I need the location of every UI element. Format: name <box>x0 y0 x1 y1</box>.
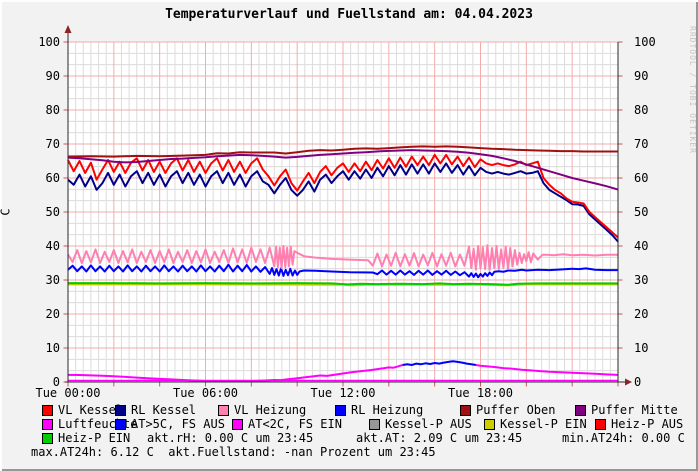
legend-swatch <box>115 404 126 416</box>
series-at-aussentemperatur-at-5c-magenta-anfang- <box>67 364 403 383</box>
chart-legend: VL Kessel RL Kessel VL Heizung RL Heizung Pu… <box>0 403 698 459</box>
legend-item: RL Heizung <box>335 403 460 417</box>
series-puffer-mitte <box>67 149 619 191</box>
x-tick-label: Tue 00:00 <box>35 386 100 400</box>
legend-item: akt.rH: 0.00 C um 23:45 <box>147 431 356 445</box>
y-tick-label-right: 50 <box>634 205 648 219</box>
x-tick-label: Tue 12:00 <box>310 386 375 400</box>
x-tick-label: Tue 06:00 <box>173 386 238 400</box>
legend-swatch <box>460 404 471 416</box>
rrdtool-watermark: RRDTOOL / TOBI OETIKER <box>688 26 697 154</box>
graph-title: Temperaturverlauf und Fuellstand am: 04.… <box>165 7 533 22</box>
legend-row-4: max.AT24h: 6.12 C akt.Fuellstand: -nan P… <box>31 445 698 459</box>
y-tick-label-left: 60 <box>46 171 60 185</box>
y-tick-label-left: 10 <box>46 341 60 355</box>
legend-label: RL Kessel <box>131 403 197 417</box>
legend-label: RL Heizung <box>351 403 424 417</box>
y-tick-label-left: 80 <box>46 103 60 117</box>
x-tick-label: Tue 18:00 <box>448 386 513 400</box>
y-tick-label-right: 70 <box>634 137 648 151</box>
legend-item: Heiz-P EIN <box>42 431 147 445</box>
y-tick-label-left: 40 <box>46 239 60 253</box>
series-vl-heizung <box>67 244 618 271</box>
legend-label: Heiz-P EIN <box>58 431 131 445</box>
legend-swatch <box>575 404 586 416</box>
legend-swatch <box>42 418 53 430</box>
y-tick-label-left: 20 <box>46 307 60 321</box>
x-axis-arrow <box>625 378 632 386</box>
y-tick-label-left: 100 <box>38 35 60 49</box>
legend-item: Heiz-P AUS <box>595 417 683 431</box>
series-puffer-oben <box>67 145 618 158</box>
y-tick-label-right: 80 <box>634 103 648 117</box>
y-tick-label-right: 20 <box>634 307 648 321</box>
y-tick-label-right: 0 <box>634 375 641 389</box>
legend-text: min.AT24h: 0.00 C <box>562 431 685 445</box>
legend-item: Puffer Oben <box>460 403 575 417</box>
legend-item: min.AT24h: 0.00 C <box>562 431 685 445</box>
legend-text: akt.rH: 0.00 C um 23:45 <box>147 431 314 445</box>
legend-label: Heiz-P AUS <box>611 417 684 431</box>
legend-label: VL Kessel <box>58 403 124 417</box>
legend-label: AT<2C, FS EIN <box>248 417 342 431</box>
legend-swatch <box>595 418 606 430</box>
legend-label: Puffer Mitte <box>591 403 678 417</box>
legend-label: Kessel-P AUS <box>385 417 472 431</box>
series-rl-kessel <box>67 162 619 243</box>
y-tick-label-right: 30 <box>634 273 648 287</box>
legend-swatch <box>369 418 380 430</box>
y-tick-label-right: 60 <box>634 171 648 185</box>
legend-label: Puffer Oben <box>476 403 556 417</box>
legend-item: akt.AT: 2.09 C um 23:45 <box>356 431 562 445</box>
legend-row-1: VL Kessel RL Kessel VL Heizung RL Heizung Pu… <box>42 403 698 417</box>
y-tick-label-left: 70 <box>46 137 60 151</box>
legend-item: Kessel-P AUS <box>369 417 484 431</box>
series-heiz-p-ein <box>68 282 618 286</box>
legend-item: Kessel-P EIN <box>484 417 595 431</box>
legend-swatch <box>232 418 243 430</box>
legend-item: AT>5C, FS AUS <box>115 417 232 431</box>
legend-label: Kessel-P EIN <box>500 417 587 431</box>
y-tick-label-left: 30 <box>46 273 60 287</box>
y-tick-label-right: 40 <box>634 239 648 253</box>
legend-row-3: Heiz-P EIN akt.rH: 0.00 C um 23:45 akt.AT:… <box>42 431 698 445</box>
legend-swatch <box>42 404 53 416</box>
y-tick-label-right: 100 <box>634 35 656 49</box>
y-tick-label-left: 0 <box>53 375 60 389</box>
legend-label: VL Heizung <box>234 403 307 417</box>
legend-swatch <box>115 418 126 430</box>
legend-swatch <box>42 432 53 444</box>
legend-swatch <box>484 418 495 430</box>
legend-item: Puffer Mitte <box>575 403 678 417</box>
legend-swatch <box>218 404 229 416</box>
y-tick-label-left: 90 <box>46 69 60 83</box>
legend-item: max.AT24h: 6.12 C akt.Fuellstand: -nan P… <box>31 445 436 459</box>
legend-item: AT<2C, FS EIN <box>232 417 369 431</box>
legend-item: VL Kessel <box>42 403 123 417</box>
series-at-aussentemperatur-at-5c-magenta-ende- <box>475 364 619 376</box>
series-rl-heizung <box>67 263 618 279</box>
legend-item: RL Kessel <box>115 403 218 417</box>
series-at-5c-fs-aus <box>402 360 477 366</box>
legend-item: Luftfeuchte <box>42 417 137 431</box>
legend-row-2: Luftfeuchte AT>5C, FS AUS AT<2C, FS EIN Kes… <box>42 417 698 431</box>
legend-label: AT>5C, FS AUS <box>131 417 225 431</box>
legend-item: VL Heizung <box>218 403 335 417</box>
y-tick-label-right: 10 <box>634 341 648 355</box>
y-tick-label-left: 50 <box>46 205 60 219</box>
legend-text: max.AT24h: 6.12 C akt.Fuellstand: -nan P… <box>31 445 436 459</box>
legend-text: akt.AT: 2.09 C um 23:45 <box>356 431 523 445</box>
y-tick-label-right: 90 <box>634 69 648 83</box>
legend-swatch <box>335 404 346 416</box>
y-axis-arrow <box>64 25 72 33</box>
